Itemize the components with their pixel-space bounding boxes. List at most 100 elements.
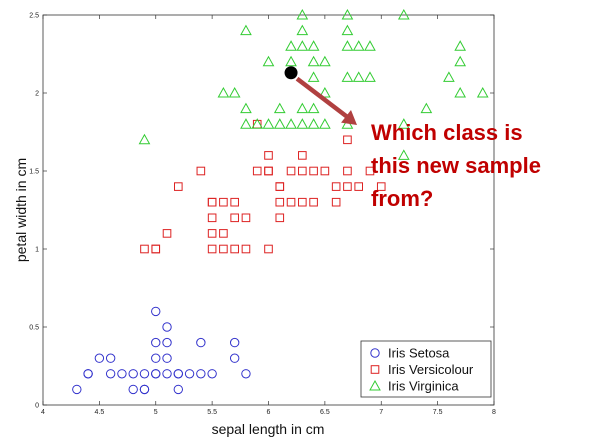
x-axis-label: sepal length in cm: [212, 421, 325, 437]
new-sample-point: [284, 66, 298, 80]
data-point-square: [343, 166, 352, 176]
data-point-square: [151, 244, 161, 254]
y-tick-label: 0.5: [29, 325, 39, 332]
data-points: [72, 8, 489, 395]
data-point-circle: [184, 369, 195, 379]
data-point-square: [343, 135, 352, 145]
data-point-square: [365, 166, 375, 176]
data-point-triangle: [307, 55, 320, 67]
data-point-square: [264, 151, 273, 160]
data-point-square: [320, 166, 330, 176]
x-tick-label: 5: [154, 409, 158, 416]
data-point-square: [207, 244, 217, 254]
x-tick-label: 6: [267, 409, 271, 416]
data-point-triangle: [240, 118, 252, 129]
data-point-square: [207, 197, 217, 207]
data-point-square: [286, 197, 296, 207]
data-point-square: [275, 182, 285, 191]
data-point-triangle: [262, 55, 275, 67]
data-point-triangle: [476, 86, 489, 98]
data-point-square: [376, 182, 386, 191]
data-point-square: [309, 166, 318, 176]
data-point-triangle: [240, 24, 252, 36]
y-tick-label: 2.5: [29, 13, 39, 20]
data-point-square: [219, 229, 228, 238]
data-point-circle: [83, 369, 93, 379]
data-point-circle: [72, 384, 82, 395]
new-sample-group: [284, 66, 357, 125]
y-tick-label: 0: [35, 403, 39, 410]
data-point-triangle: [217, 86, 230, 98]
data-point-triangle: [397, 118, 410, 129]
data-point-circle: [151, 337, 161, 348]
data-point-triangle: [454, 40, 467, 51]
data-point-triangle: [341, 71, 354, 82]
data-point-square: [264, 166, 273, 176]
data-point-square: [298, 166, 307, 176]
data-point-triangle: [397, 8, 410, 20]
data-point-triangle: [138, 133, 151, 145]
data-point-circle: [94, 353, 105, 363]
data-point-square: [230, 197, 239, 207]
data-point-square: [298, 151, 307, 160]
data-point-circle: [128, 384, 138, 395]
data-point-triangle: [454, 55, 467, 67]
y-axis-label: petal width in cm: [13, 158, 29, 262]
data-point-circle: [196, 337, 206, 348]
data-point-square: [309, 197, 318, 207]
data-point-triangle: [352, 71, 365, 82]
x-tick-label: 8: [492, 409, 496, 416]
x-tick-label: 7.5: [433, 409, 443, 416]
callout-arrow-head: [341, 110, 357, 125]
data-point-triangle: [341, 40, 354, 51]
data-point-square: [230, 213, 239, 223]
legend-box: [360, 340, 492, 398]
data-point-square: [275, 197, 285, 207]
data-point-triangle: [285, 118, 297, 129]
data-point-circle: [151, 306, 161, 317]
data-point-triangle: [262, 118, 275, 129]
data-point-square: [331, 197, 341, 207]
callout-line-2: this new sample: [371, 153, 541, 178]
data-point-circle: [162, 322, 172, 332]
data-point-square: [331, 182, 341, 191]
data-point-square: [241, 244, 251, 254]
data-point-triangle: [296, 40, 309, 51]
data-point-triangle: [296, 118, 309, 129]
data-point-square: [343, 182, 352, 191]
data-point-square: [207, 229, 217, 238]
data-point-triangle: [296, 8, 309, 20]
data-point-circle: [241, 369, 251, 379]
legend-label: Iris Virginica: [388, 379, 459, 394]
data-point-triangle: [307, 40, 320, 51]
data-point-square: [264, 244, 273, 254]
data-point-triangle: [319, 55, 331, 67]
x-tick-label: 4.5: [95, 409, 105, 416]
data-point-triangle: [285, 40, 297, 51]
y-tick-label: 1: [35, 247, 39, 254]
x-tick-label: 4: [41, 409, 45, 416]
data-point-circle: [139, 384, 150, 395]
data-point-square: [275, 213, 285, 223]
data-point-triangle: [420, 102, 433, 114]
data-point-square: [241, 213, 251, 223]
y-tick-label: 1.5: [29, 169, 39, 176]
legend-label: Iris Setosa: [388, 346, 450, 361]
data-point-circle: [151, 369, 161, 379]
data-point-triangle: [273, 118, 286, 129]
data-point-circle: [196, 369, 206, 379]
data-point-circle: [173, 369, 184, 379]
data-point-square: [230, 244, 239, 254]
legend-marker-square: [370, 365, 380, 374]
data-point-square: [219, 197, 228, 207]
data-point-triangle: [454, 86, 467, 98]
plot-axes: [42, 14, 495, 406]
data-point-square: [354, 182, 363, 191]
tick-labels: 4 4.5 5 5.5 6 6.5 7 7.5 8 0 0.5 1 1.5 2 2.5: [29, 13, 496, 417]
data-point-triangle: [307, 102, 320, 114]
x-tick-label: 5.5: [207, 409, 217, 416]
y-tick-label: 2: [35, 91, 39, 98]
data-point-square: [286, 166, 296, 176]
x-tick-label: 6.5: [320, 409, 330, 416]
